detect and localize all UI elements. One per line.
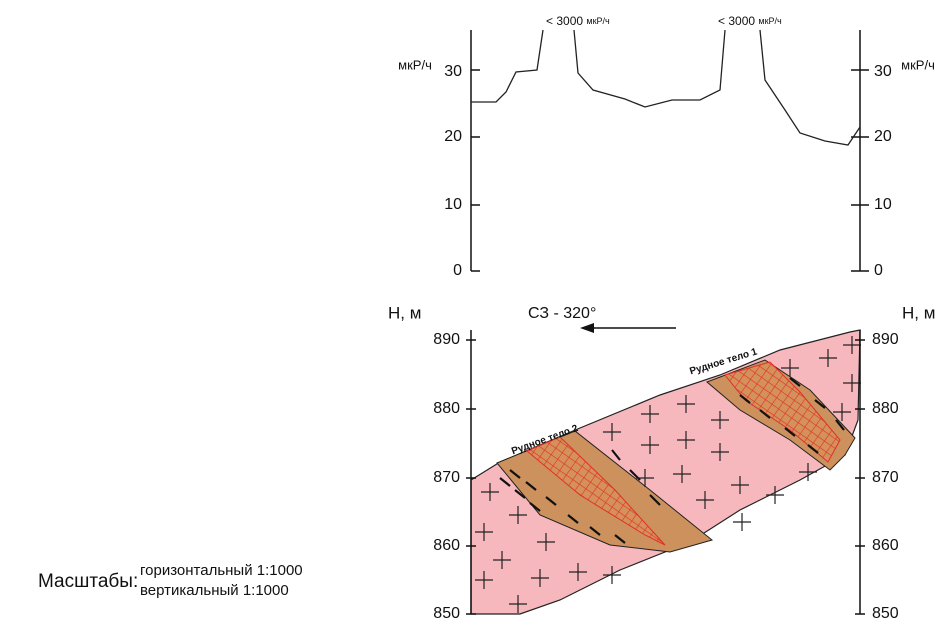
cross — [641, 436, 659, 454]
peak-label: < 3000 мкР/ч — [546, 14, 610, 28]
tick-label: 0 — [874, 262, 883, 279]
cross — [781, 359, 799, 377]
tick-label: 870 — [433, 469, 460, 486]
cross — [833, 403, 851, 421]
tick-label: 890 — [872, 331, 899, 348]
tick-label: 860 — [872, 537, 899, 554]
peak-value: < 3000 — [718, 14, 755, 28]
tick-label: 870 — [872, 469, 899, 486]
cross — [677, 395, 695, 413]
cross — [603, 423, 621, 441]
cross — [641, 405, 659, 423]
cross — [843, 374, 861, 392]
cross — [843, 336, 861, 354]
scales: Масштабы: горизонтальный 1:1000 вертикал… — [38, 562, 303, 599]
peak-label: < 3000 мкР/ч — [718, 14, 782, 28]
profile-line — [471, 29, 544, 103]
cross — [731, 476, 749, 494]
dashes — [499, 377, 845, 544]
peak-unit: мкР/ч — [758, 16, 782, 26]
tick-label: 10 — [444, 196, 462, 213]
cross — [569, 563, 587, 581]
ore-core — [526, 436, 666, 546]
cross — [475, 523, 493, 541]
profile-line — [573, 29, 726, 108]
direction-label: СЗ - 320° — [528, 305, 596, 322]
cross — [493, 551, 511, 569]
cross — [733, 513, 751, 531]
tick-label: 10 — [874, 196, 892, 213]
section: 890 880 870 860 850 890 880 870 860 850 … — [388, 303, 935, 621]
tick-label: 880 — [433, 400, 460, 417]
unit-label: мкР/ч — [398, 57, 432, 72]
tick-label: 30 — [874, 63, 892, 80]
cross — [799, 463, 817, 481]
cross — [509, 595, 527, 613]
arrow-head — [580, 323, 594, 333]
tick-marks — [471, 69, 869, 272]
profile: 0 10 20 30 0 10 20 30 мкР/ч мкР/ч < 3000… — [398, 14, 935, 279]
tick-label: 20 — [444, 128, 462, 145]
tick-label: 0 — [453, 262, 462, 279]
axis-title: Н, м — [902, 303, 935, 322]
peak-unit: мкР/ч — [586, 16, 610, 26]
tick-label: 860 — [433, 537, 460, 554]
crosses — [475, 336, 861, 613]
tick-label: 850 — [433, 605, 460, 621]
tick-label: 20 — [874, 128, 892, 145]
axis-title: Н, м — [388, 303, 421, 322]
tick-label: 30 — [444, 63, 462, 80]
tick-label: 850 — [872, 605, 899, 621]
cross — [711, 411, 729, 429]
tick-marks — [466, 339, 865, 615]
cross — [537, 533, 555, 551]
cross — [531, 569, 549, 587]
profile-line — [759, 29, 861, 146]
ore-core — [724, 361, 841, 463]
cross — [603, 566, 621, 584]
scale-vertical: вертикальный 1:1000 — [140, 582, 289, 599]
cross — [766, 486, 784, 504]
unit-label: мкР/ч — [901, 57, 935, 72]
peak-value: < 3000 — [546, 14, 583, 28]
cross — [673, 465, 691, 483]
cross — [711, 443, 729, 461]
scale-horizontal: горизонтальный 1:1000 — [140, 562, 303, 579]
cross — [636, 469, 654, 487]
cross — [696, 491, 714, 509]
cross — [475, 571, 493, 589]
cross — [509, 506, 527, 524]
tick-label: 880 — [872, 400, 899, 417]
tick-label: 890 — [433, 331, 460, 348]
scales-label: Масштабы: — [38, 571, 138, 592]
cross — [819, 349, 837, 367]
cross — [677, 431, 695, 449]
cross — [481, 483, 499, 501]
